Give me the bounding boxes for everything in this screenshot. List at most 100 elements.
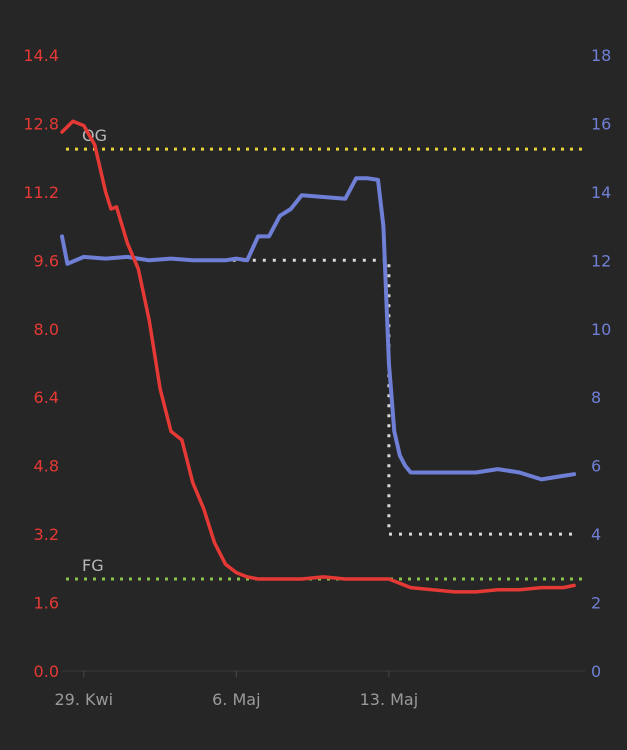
blue-series-point — [245, 258, 249, 262]
blue-series-point — [376, 178, 380, 182]
right-axis-ticks: 0 2 4 6 8 10 12 14 16 18 — [591, 46, 611, 681]
right-tick-label: 12 — [591, 251, 611, 270]
blue-series-point — [213, 258, 216, 262]
reference-label-fg: FG — [82, 556, 104, 575]
blue-series-point — [539, 477, 543, 481]
blue-series-point — [104, 257, 108, 261]
red-series-point — [256, 577, 260, 581]
right-tick-label: 16 — [591, 114, 611, 133]
red-series-point — [125, 241, 129, 245]
blue-series-point — [518, 471, 522, 474]
red-series-point — [518, 588, 522, 592]
red-series-point — [180, 438, 184, 442]
blue-series-point — [365, 176, 369, 180]
red-series-point — [365, 577, 369, 581]
right-tick-label: 2 — [591, 594, 601, 613]
blue-series-point — [387, 361, 391, 365]
blue-series-point — [300, 193, 304, 197]
red-series-point — [71, 119, 75, 123]
red-series-point — [223, 562, 227, 566]
blue-series-point — [431, 471, 434, 474]
blue-series-point — [398, 453, 402, 457]
red-series-point — [115, 205, 118, 209]
red-series-point — [245, 575, 249, 579]
left-tick-label: 6.4 — [34, 388, 59, 407]
blue-series-point — [561, 474, 565, 478]
blue-series-point — [256, 234, 260, 238]
series-line-blue — [60, 176, 577, 482]
red-series-point — [104, 190, 108, 194]
red-series-point — [452, 590, 456, 594]
left-tick-label: 8.0 — [34, 320, 59, 339]
right-tick-label: 18 — [591, 46, 611, 65]
red-series-point — [322, 575, 325, 579]
right-tick-label: 10 — [591, 320, 611, 339]
blue-series-point — [496, 467, 500, 471]
left-tick-label: 1.6 — [34, 594, 59, 613]
blue-series-point — [572, 472, 576, 476]
blue-series-point — [381, 224, 385, 228]
blue-series-point — [60, 234, 64, 238]
red-series-point — [202, 506, 206, 510]
red-series-point — [572, 583, 576, 587]
red-series-point — [300, 577, 304, 581]
blue-series-point — [267, 234, 271, 238]
step-line-layer — [192, 258, 575, 536]
red-series-point — [278, 577, 282, 581]
blue-series-point — [392, 429, 396, 433]
x-tick-label: 13. Maj — [360, 690, 419, 709]
left-tick-label: 3.2 — [34, 525, 59, 544]
red-series-point — [191, 481, 195, 485]
red-series-point — [82, 124, 86, 128]
right-tick-label: 6 — [591, 457, 601, 476]
blue-series-point — [147, 258, 151, 262]
red-series-point — [234, 571, 238, 575]
left-tick-label: 4.8 — [34, 457, 59, 476]
blue-series-point — [354, 176, 358, 180]
red-series-point — [136, 267, 140, 271]
red-series-point — [561, 586, 565, 590]
left-tick-label: 14.4 — [23, 46, 59, 65]
right-tick-label: 4 — [591, 525, 601, 544]
left-tick-label: 12.8 — [23, 114, 59, 133]
blue-series-point — [234, 257, 238, 261]
red-series-point — [496, 588, 500, 592]
step-line — [192, 258, 575, 536]
series-layer — [60, 119, 577, 594]
left-tick-label: 9.6 — [34, 251, 59, 270]
red-series-point — [539, 586, 543, 590]
red-series-point — [60, 130, 64, 134]
red-series-point — [343, 577, 347, 581]
blue-series-point — [65, 262, 69, 266]
right-tick-label: 0 — [591, 662, 601, 681]
left-tick-label: 11.2 — [23, 183, 59, 202]
blue-series-point — [289, 207, 293, 211]
blue-series-point — [403, 464, 407, 468]
blue-series-point — [322, 195, 325, 199]
red-series-point — [474, 590, 478, 594]
red-series-point — [431, 588, 434, 592]
blue-series-point — [223, 258, 227, 262]
blue-series-point — [169, 257, 173, 261]
x-tick-label: 6. Maj — [212, 690, 260, 709]
right-tick-label: 8 — [591, 388, 601, 407]
red-series-point — [409, 586, 413, 590]
red-series-point — [387, 577, 391, 581]
blue-series-point — [343, 197, 347, 201]
left-axis-ticks: 0.0 1.6 3.2 4.8 6.4 8.0 9.6 11.2 12.8 14.4 — [23, 46, 59, 681]
red-series-point — [169, 429, 173, 433]
red-series-point — [109, 207, 113, 211]
red-series-point — [213, 541, 216, 545]
x-axis-ticks: 29. Kwi 6. Maj 13. Maj — [55, 671, 419, 709]
blue-series-point — [191, 258, 195, 262]
blue-series-point — [409, 471, 413, 474]
red-series-point — [147, 318, 151, 322]
red-series-point — [93, 143, 97, 147]
x-tick-label: 29. Kwi — [55, 690, 114, 709]
right-tick-label: 14 — [591, 183, 611, 202]
blue-series-point — [82, 255, 86, 259]
blue-series-point — [452, 471, 456, 474]
left-tick-label: 0.0 — [34, 662, 59, 681]
